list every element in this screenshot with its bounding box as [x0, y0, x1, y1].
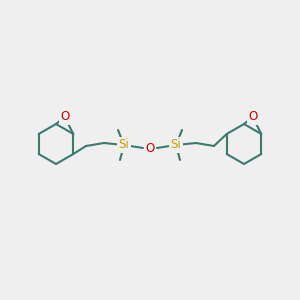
Text: O: O	[60, 110, 69, 124]
Text: Si: Si	[171, 139, 182, 152]
Text: O: O	[146, 142, 154, 154]
Text: Si: Si	[118, 139, 129, 152]
Text: O: O	[248, 110, 257, 124]
